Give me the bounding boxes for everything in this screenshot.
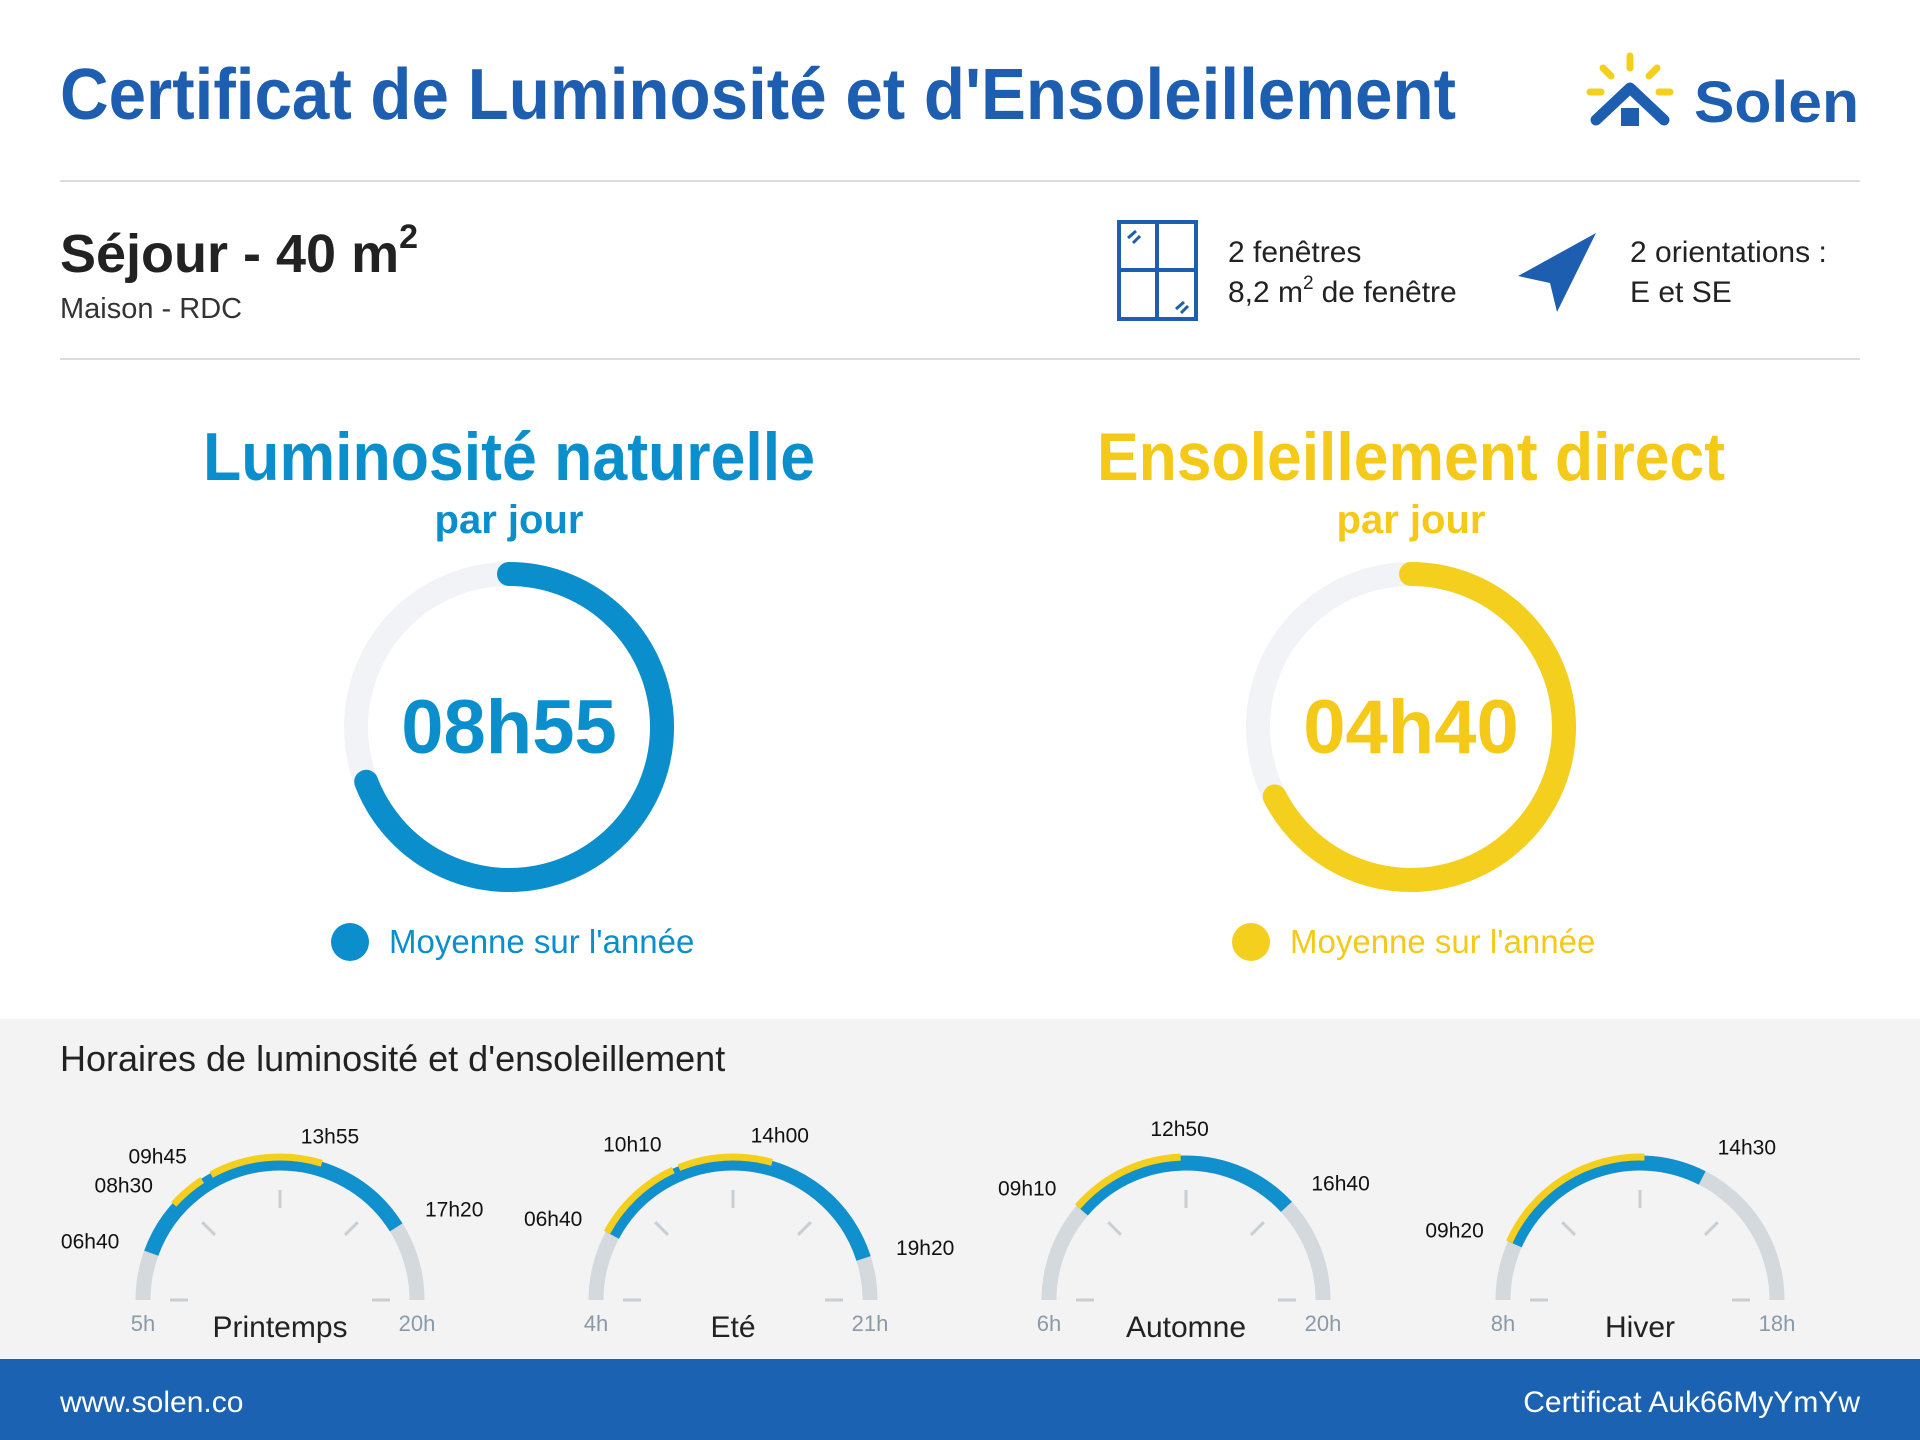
time-label: 06h40 [524,1208,582,1231]
range-max: 18h [1759,1311,1796,1336]
time-label: 13h55 [301,1125,359,1148]
range-min: 4h [584,1311,608,1336]
season-name: Hiver [1605,1311,1675,1344]
time-label: 17h20 [425,1198,483,1221]
time-label: 06h40 [61,1231,119,1254]
light-arc [1076,1155,1292,1216]
gauge-tick [343,1221,359,1237]
luminosite-value: 08h55 [401,685,617,770]
schedule-band [0,1019,1920,1359]
room-detail: Maison - RDC [60,293,242,325]
logo-roof [1590,82,1670,126]
gauge-tick [1703,1221,1719,1237]
light-arc [1507,1155,1706,1248]
ring-arc [1262,562,1576,892]
light-arc [605,1155,871,1261]
time-label: 09h10 [998,1177,1056,1200]
orientation-count: 2 orientations : [1630,236,1827,269]
gauge-tick [1249,1221,1265,1237]
logo-door [1621,108,1639,126]
time-label: 16h40 [1311,1173,1369,1196]
season-name: Automne [1126,1311,1246,1344]
windows-area-sup: 2 [1303,273,1314,294]
time-label: 09h20 [1425,1219,1483,1242]
season-name: Eté [710,1311,755,1344]
gauge-tick [201,1221,217,1237]
schedule-title: Horaires de luminosité et d'ensoleilleme… [60,1038,725,1079]
range-min: 6h [1037,1311,1061,1336]
title: Certificat de Luminosité et d'Ensoleille… [60,55,1456,135]
gauge-tick [796,1221,812,1237]
light-arc [144,1155,403,1256]
ring-arc [354,562,674,892]
range-max: 20h [1305,1311,1342,1336]
time-label: 09h45 [128,1146,186,1169]
time-label: 14h00 [751,1125,809,1148]
time-label: 14h30 [1718,1137,1776,1160]
room-name-sup: 2 [399,218,418,256]
logo-icon [1586,52,1674,96]
gauge-tick [1107,1221,1123,1237]
legend-dot [331,923,369,961]
season-gauges: 08h30 09h45 13h55 06h40 17h20 5h 20h Printemps 1… [61,1118,1795,1344]
room-name-text: Séjour - 40 m [60,224,399,284]
windows-area: 8,2 m2 de fenêtre [1228,273,1457,309]
range-max: 21h [852,1311,889,1336]
ensoleillement-legend: Moyenne sur l'année [1290,923,1595,960]
orientation-directions: E et SE [1630,276,1732,309]
sun-arc [209,1153,323,1178]
sun-arc [677,1153,774,1171]
footer-certificate: Certificat Auk66MyYmYw [1523,1386,1860,1419]
time-label: 10h10 [603,1134,661,1157]
room-name: Séjour - 40 m2 [60,218,418,284]
windows-count: 2 fenêtres [1228,236,1361,269]
footer-band [0,1359,1920,1440]
windows-area-suffix: de fenêtre [1322,276,1457,309]
sun-arc [171,1177,205,1207]
luminosite-subtitle: par jour [435,498,584,542]
luminosite-title: Luminosité naturelle [203,419,815,495]
range-min: 5h [131,1311,155,1336]
footer-website: www.solen.co [59,1386,243,1419]
sun-arc [603,1166,675,1235]
window-icon [1117,220,1198,321]
time-label: 12h50 [1150,1118,1208,1141]
logo-text: Solen [1694,70,1859,135]
gauge-tick [654,1221,670,1237]
orientation-icon [1518,233,1596,312]
sun-arc [1506,1153,1645,1244]
ensoleillement-value: 04h40 [1303,685,1519,770]
windows-area-value: 8,2 m [1228,276,1303,309]
season-name: Printemps [212,1311,347,1344]
ensoleillement-title: Ensoleillement direct [1097,419,1725,495]
gauge-tick [1561,1221,1577,1237]
ensoleillement-subtitle: par jour [1337,498,1486,542]
range-max: 20h [399,1311,436,1336]
legend-dot [1232,923,1270,961]
time-label: 08h30 [95,1175,153,1198]
sun-arc [1074,1153,1181,1209]
time-label: 19h20 [896,1237,954,1260]
range-min: 8h [1491,1311,1515,1336]
luminosite-legend: Moyenne sur l'année [389,923,694,960]
